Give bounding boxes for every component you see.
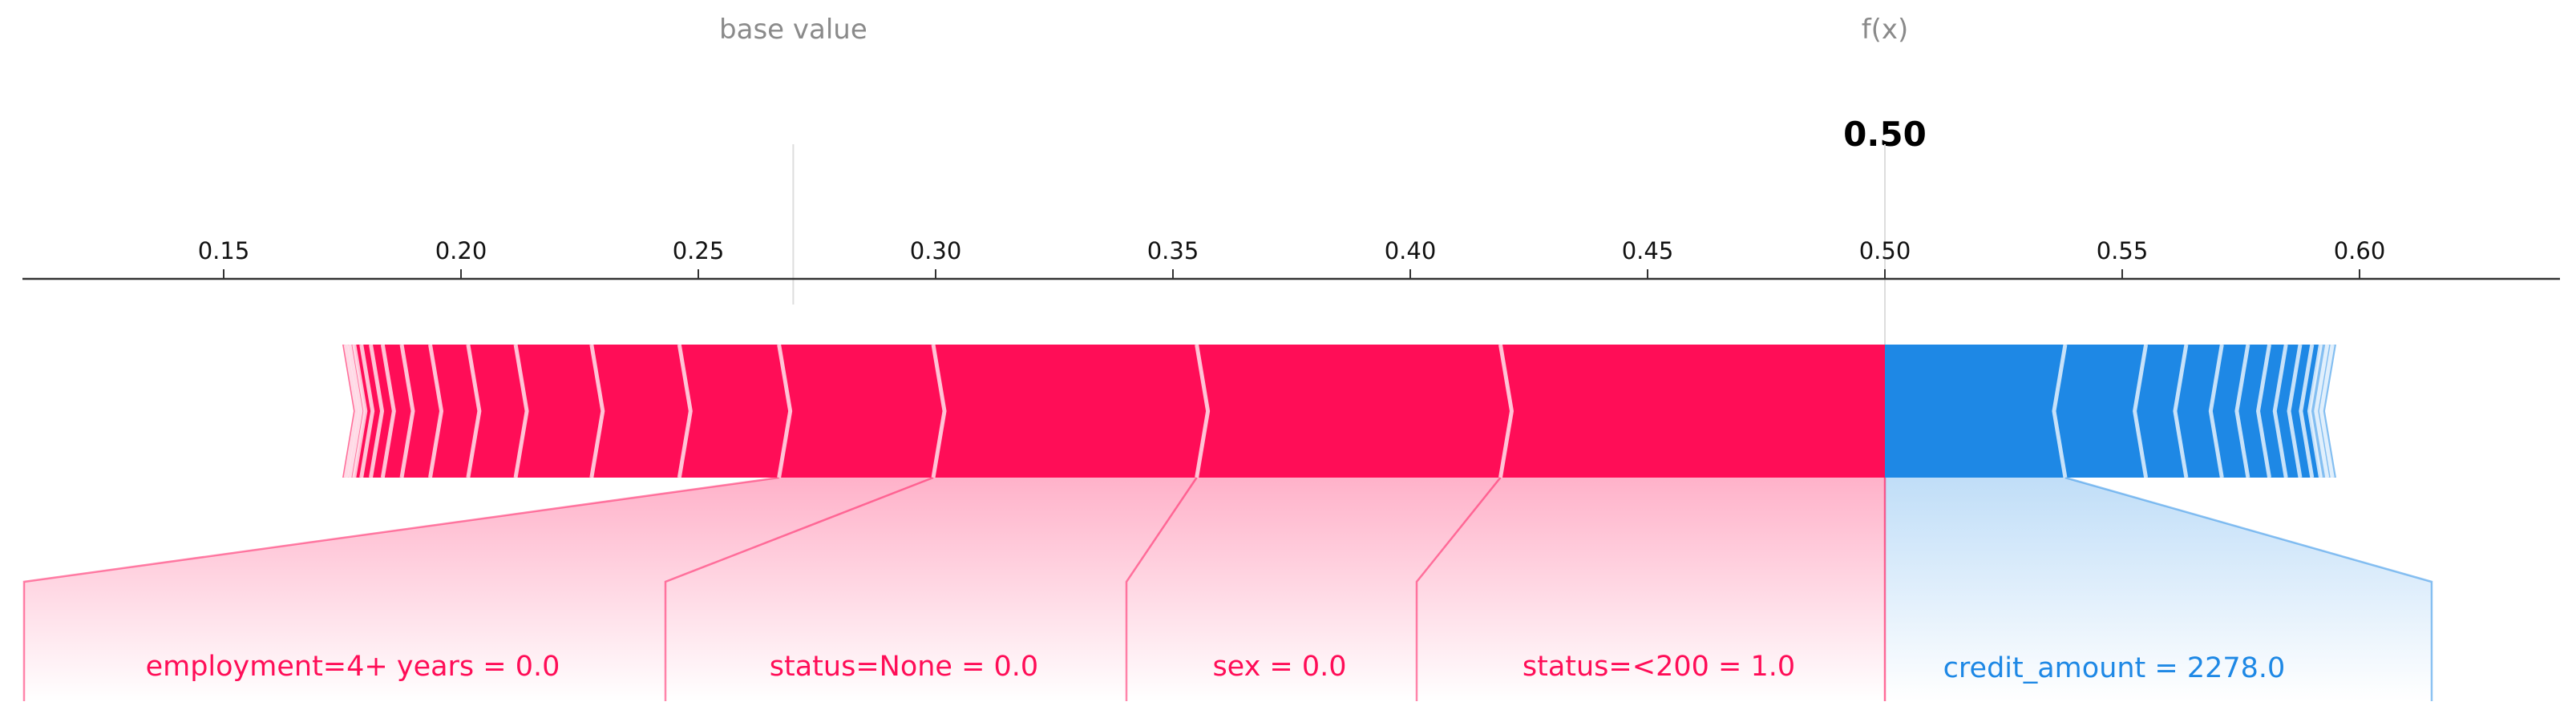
positive-segment xyxy=(778,345,945,478)
x-tick-label: 0.15 xyxy=(198,237,250,264)
output-value-label: f(x) xyxy=(1862,14,1909,46)
negative-segment xyxy=(2309,345,2327,478)
x-tick-label: 0.50 xyxy=(1859,237,1911,264)
negative-segment-divider xyxy=(2173,344,2189,478)
positive-segment-divider xyxy=(347,344,363,478)
negative-segment-divider xyxy=(2319,344,2335,478)
positive-segment xyxy=(933,345,1208,478)
callout-line xyxy=(1125,477,1198,701)
feature-label: status=<200 = 1.0 xyxy=(1523,651,1795,683)
callout-line xyxy=(2064,476,2433,701)
negative-segment xyxy=(2236,345,2270,478)
feature-label: sex = 0.0 xyxy=(1212,651,1346,683)
negative-segment xyxy=(2053,345,2146,478)
negative-segment-divider xyxy=(2299,344,2315,478)
positive-segment-divider xyxy=(343,344,359,478)
feature-label: credit_amount = 2278.0 xyxy=(1943,652,2286,684)
positive-segment-divider xyxy=(428,344,444,478)
feature-label: status=None = 0.0 xyxy=(770,651,1038,683)
positive-segment-divider xyxy=(513,344,529,478)
positive-segment xyxy=(467,345,528,478)
positive-segment-divider xyxy=(931,344,947,478)
negative-callout-fill xyxy=(1885,478,2432,701)
callout-line xyxy=(664,476,934,701)
negative-segment-divider xyxy=(2307,344,2323,478)
positive-segment-divider xyxy=(369,344,385,478)
base-value-label: base value xyxy=(719,14,867,46)
negative-segment xyxy=(2174,345,2222,478)
positive-segment-divider xyxy=(1498,344,1514,478)
negative-segment-divider xyxy=(2314,344,2330,478)
feature-callouts xyxy=(22,476,2433,701)
positive-segment xyxy=(361,345,382,478)
negative-segment xyxy=(2134,345,2186,478)
positive-callout-fill xyxy=(24,478,1885,701)
callout-line xyxy=(1415,477,1502,701)
positive-segment-divider xyxy=(466,344,482,478)
positive-segment-divider xyxy=(399,344,415,478)
x-tick-label: 0.30 xyxy=(910,237,962,264)
positive-segment-divider xyxy=(352,344,368,478)
x-tick-label: 0.25 xyxy=(673,237,725,264)
negative-segment-divider xyxy=(2287,344,2303,478)
positive-segment xyxy=(679,345,791,478)
x-tick-label: 0.20 xyxy=(435,237,487,264)
negative-segment xyxy=(2210,345,2248,478)
positive-segment-divider xyxy=(359,344,375,478)
callout-line xyxy=(22,476,779,701)
negative-segment xyxy=(2300,345,2321,478)
positive-segment xyxy=(1500,345,1885,478)
negative-segment xyxy=(1885,345,2065,478)
positive-segment-divider xyxy=(677,344,693,478)
negative-segment-divider xyxy=(2208,344,2224,478)
x-tick-label: 0.60 xyxy=(2334,237,2386,264)
feature-label: employment=4+ years = 0.0 xyxy=(146,651,560,683)
negative-segment-divider xyxy=(2052,344,2068,478)
positive-segment-divider xyxy=(777,344,793,478)
negative-segment-divider xyxy=(2133,344,2149,478)
feature-labels: employment=4+ years = 0.0 status=None = 0… xyxy=(146,651,2286,684)
x-tick-label: 0.55 xyxy=(2097,237,2149,264)
x-tick-label: 0.35 xyxy=(1147,237,1199,264)
positive-segment-divider xyxy=(589,344,605,478)
positive-segment xyxy=(430,345,479,478)
negative-segment-divider xyxy=(2255,344,2271,478)
x-axis-ticks: 0.15 0.20 0.25 0.30 0.35 0.40 0.45 0.50 0.55 0.60 xyxy=(198,237,2386,279)
positive-segment xyxy=(591,345,691,478)
positive-segment xyxy=(516,345,603,478)
positive-segment-divider xyxy=(380,344,396,478)
negative-segment-divider xyxy=(2234,344,2250,478)
x-tick-label: 0.45 xyxy=(1622,237,1674,264)
x-tick-label: 0.40 xyxy=(1385,237,1437,264)
positive-segment xyxy=(354,345,373,478)
positive-segment-divider xyxy=(1195,344,1211,478)
force-bars xyxy=(342,344,2336,478)
positive-segment xyxy=(402,345,442,478)
positive-segment xyxy=(1196,345,1512,478)
negative-segment-divider xyxy=(2272,344,2288,478)
